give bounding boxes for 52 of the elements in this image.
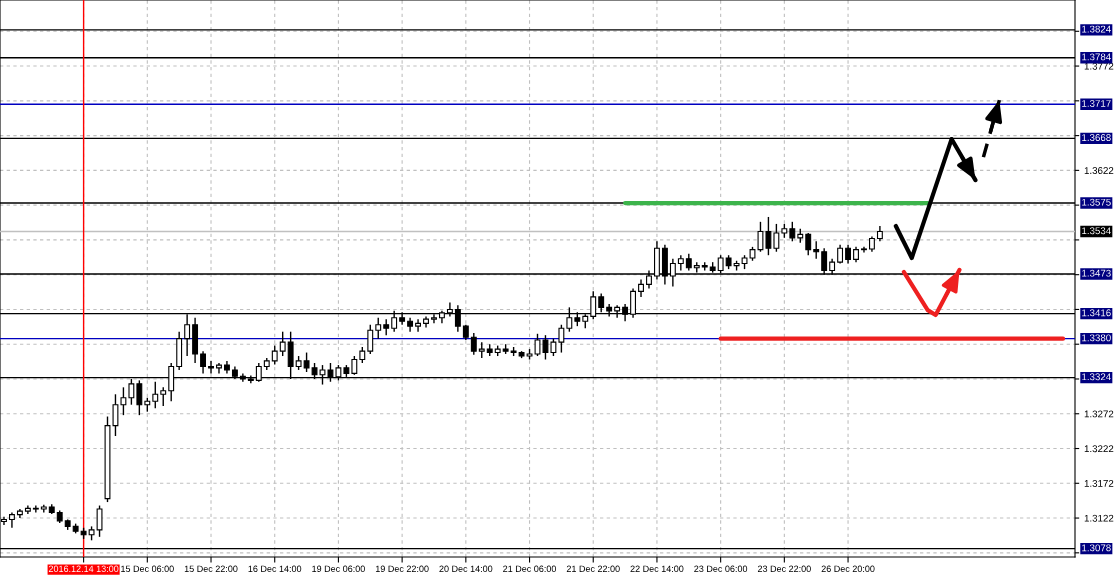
x-tick-label: 26 Dec 20:00 bbox=[821, 565, 875, 572]
candlestick bbox=[845, 244, 851, 265]
x-tick-label: 16 Dec 14:00 bbox=[248, 565, 302, 572]
y-tick-label: 1.3772 bbox=[1084, 62, 1114, 70]
x-tick-label: 20 Dec 14:00 bbox=[439, 565, 493, 572]
y-tick-label: 1.3622 bbox=[1084, 167, 1114, 174]
x-tick-label: 21 Dec 22:00 bbox=[566, 565, 620, 572]
ref-line-label: 1.3784 bbox=[1082, 53, 1111, 61]
candlestick bbox=[805, 232, 812, 256]
y-tick-label: 1.3222 bbox=[1084, 445, 1114, 453]
candlestick bbox=[789, 221, 796, 242]
candlestick bbox=[837, 244, 844, 265]
x-tick-label: 19 Dec 22:00 bbox=[375, 565, 429, 572]
x-tick-label: 21 Dec 06:00 bbox=[503, 565, 557, 572]
y-tick-label: 1.3122 bbox=[1084, 514, 1114, 522]
x-tick-label: 23 Dec 06:00 bbox=[694, 565, 748, 572]
x-tick-label: 15 Dec 06:00 bbox=[121, 565, 174, 572]
ref-line-label: 1.3324 bbox=[1082, 373, 1111, 381]
x-tick-label: 2016.12.14 13:00 bbox=[48, 565, 119, 572]
ref-line-label: 1.3416 bbox=[1082, 309, 1111, 317]
candlestick bbox=[9, 511, 15, 529]
candlestick bbox=[773, 223, 780, 253]
ref-line-label: 1.3380 bbox=[1082, 334, 1111, 342]
ref-line-label: 1.3717 bbox=[1082, 100, 1111, 107]
line-series bbox=[901, 267, 962, 318]
y-tick-label: 1.3172 bbox=[1084, 480, 1114, 487]
x-tick-label: 19 Dec 06:00 bbox=[312, 565, 365, 572]
x-tick-label: 23 Dec 22:00 bbox=[757, 565, 811, 572]
x-tick-label: 22 Dec 14:00 bbox=[630, 565, 684, 572]
ref-line-label: 1.3078 bbox=[1082, 544, 1111, 552]
ref-line-label: 1.3824 bbox=[1082, 25, 1111, 33]
candlestick bbox=[558, 324, 565, 354]
ref-line-label: 1.3473 bbox=[1082, 269, 1111, 277]
ref-line-label: 1.3575 bbox=[1082, 198, 1111, 206]
candlestick bbox=[271, 344, 278, 366]
candlestick bbox=[677, 254, 684, 272]
candlestick bbox=[136, 379, 143, 416]
ref-line-label: 1.3668 bbox=[1082, 134, 1111, 141]
candlestick bbox=[152, 381, 159, 409]
ref-line-label: 1.3534 bbox=[1082, 227, 1111, 235]
candlestick bbox=[160, 386, 167, 407]
x-tick-label: 15 Dec 22:00 bbox=[184, 565, 238, 572]
candlestick bbox=[375, 317, 382, 340]
candlestick bbox=[367, 324, 374, 355]
candlestick bbox=[200, 350, 206, 375]
candlestick bbox=[351, 355, 358, 376]
candlestick bbox=[415, 318, 421, 333]
candlestick bbox=[279, 331, 286, 357]
candlestick bbox=[208, 360, 214, 375]
candlestick bbox=[423, 315, 429, 329]
y-tick-label: 1.3272 bbox=[1084, 410, 1114, 418]
candlestick bbox=[470, 332, 477, 356]
